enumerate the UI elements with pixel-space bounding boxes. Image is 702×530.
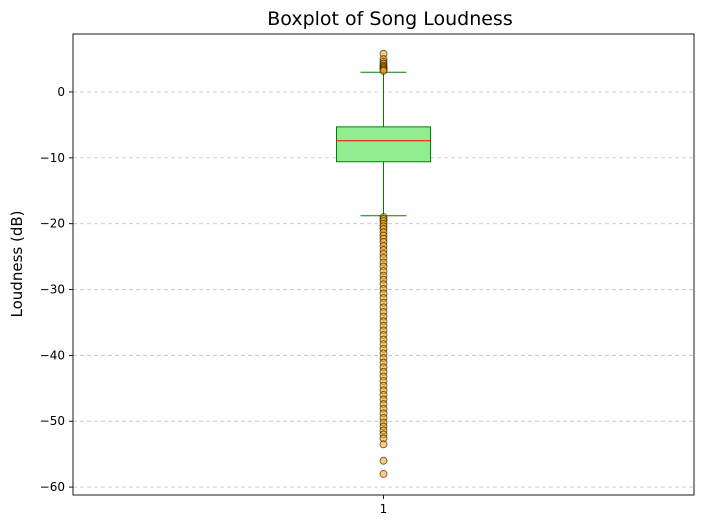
outlier-point [379, 469, 388, 478]
outlier-point [379, 440, 388, 449]
plot-area [336, 49, 431, 478]
y-tick-label: −30 [40, 283, 65, 297]
x-tick-label: 1 [380, 502, 388, 516]
box-iqr [336, 126, 431, 163]
y-tick-label: −40 [40, 348, 65, 362]
outlier-point [379, 456, 388, 465]
chart-title: Boxplot of Song Loudness [267, 8, 512, 30]
y-tick-label: −60 [40, 480, 65, 494]
y-tick-label: −50 [40, 414, 65, 428]
y-tick-label: −10 [40, 151, 65, 165]
y-axis-label: Loudness (dB) [8, 211, 26, 318]
y-tick-label: 0 [57, 85, 65, 99]
axes: 0 −10 −20 −30 −40 −50 −60 1 [40, 33, 695, 516]
y-tick-label: −20 [40, 217, 65, 231]
outlier-point [379, 66, 388, 75]
